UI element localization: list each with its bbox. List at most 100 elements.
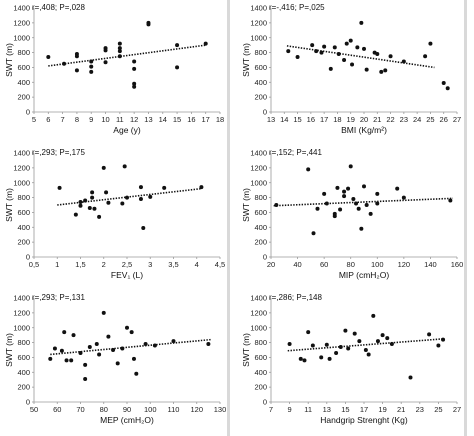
y-axis-label: SWT (m): [241, 43, 251, 77]
y-tick-label: 1400: [250, 149, 267, 158]
data-point: [408, 375, 413, 380]
data-point: [338, 345, 343, 350]
data-point: [287, 342, 292, 347]
x-tick-label: 19: [347, 115, 355, 124]
data-point: [401, 195, 406, 200]
data-point: [348, 164, 353, 169]
y-tick-label: 200: [17, 383, 30, 392]
y-tick-label: 0: [26, 253, 30, 262]
data-point: [274, 203, 279, 207]
y-tick-label: 1400: [250, 294, 267, 303]
x-tick-label: 17: [320, 115, 328, 124]
data-point: [125, 195, 129, 200]
data-point: [64, 358, 69, 363]
data-point: [362, 46, 366, 51]
data-point: [371, 313, 376, 318]
data-point: [335, 185, 340, 190]
x-tick-label: 1: [55, 260, 59, 269]
x-tick-label: 23: [416, 405, 424, 414]
x-tick-label: 25: [426, 115, 434, 124]
data-point: [83, 198, 88, 203]
x-tick-label: 60: [53, 405, 61, 414]
x-tick-label: 60: [320, 260, 328, 269]
y-axis-label: SWT (m): [241, 188, 251, 222]
data-point: [362, 184, 366, 189]
data-point: [310, 43, 315, 48]
data-point: [104, 190, 109, 195]
data-point: [356, 206, 361, 211]
x-tick-label: 23: [400, 115, 408, 124]
data-point: [428, 41, 433, 46]
data-point: [87, 205, 92, 210]
data-point: [315, 206, 320, 211]
scatter-panel-mip: 0 200 400 600 800 1000 1200 1400 20 40 60 80 100 120 1…: [237, 145, 474, 290]
data-point: [106, 334, 111, 339]
y-tick-label: 200: [254, 93, 267, 102]
data-point: [132, 81, 137, 86]
data-point: [74, 54, 79, 59]
x-tick-label: 7: [61, 115, 65, 124]
x-tick-label: 18: [216, 115, 224, 124]
x-tick-label: 40: [293, 260, 301, 269]
y-tick-label: 400: [17, 368, 30, 377]
y-tick-label: 400: [17, 223, 30, 232]
data-point: [125, 325, 129, 330]
x-tick-label: 11: [304, 405, 312, 414]
data-point: [138, 185, 143, 190]
x-tick-label: 17: [360, 405, 368, 414]
trend-line: [50, 338, 211, 356]
x-tick-label: 140: [424, 260, 437, 269]
data-point: [73, 212, 78, 217]
x-tick-label: 80: [100, 405, 108, 414]
data-point: [71, 333, 76, 338]
data-point: [117, 41, 122, 46]
data-point: [319, 50, 324, 55]
y-tick-label: 400: [17, 78, 30, 87]
data-point: [83, 376, 88, 381]
data-point: [344, 41, 349, 46]
correlation-annotation: r=-,416; P=,025: [269, 3, 325, 12]
data-point: [322, 191, 327, 196]
x-axis-label: FEV₁ (L): [111, 270, 143, 280]
x-tick-label: 24: [413, 115, 421, 124]
y-tick-label: 200: [254, 238, 267, 247]
x-tick-label: 11: [116, 115, 124, 124]
scatter-panel-mep: 0 200 400 600 800 1000 1200 1400 50 60 70 80 90 100 11…: [0, 290, 237, 436]
x-tick-label: 9: [288, 405, 292, 414]
data-point: [120, 201, 125, 206]
chart-svg: 0 200 400 600 800 1000 1200 1400 50 60 70 80 90 100 11…: [4, 290, 230, 436]
y-tick-label: 600: [254, 63, 267, 72]
data-point: [348, 38, 353, 43]
data-point: [203, 41, 208, 46]
data-point: [427, 332, 432, 337]
x-tick-label: 22: [386, 115, 394, 124]
panel-edge-shade: [227, 145, 230, 290]
x-tick-label: 80: [347, 260, 355, 269]
x-axis-label: Handgrip Strenght (Kg): [320, 415, 408, 425]
x-tick-label: 9: [89, 115, 93, 124]
x-tick-label: 15: [173, 115, 181, 124]
data-point: [375, 201, 380, 206]
data-point: [388, 54, 393, 59]
y-tick-label: 1000: [13, 323, 30, 332]
data-point: [103, 48, 108, 53]
trend-line: [57, 187, 202, 206]
data-point: [346, 346, 351, 351]
data-point: [78, 203, 83, 208]
data-point: [351, 197, 356, 202]
data-point: [87, 345, 92, 350]
data-point: [322, 44, 327, 49]
trend-line: [48, 44, 206, 67]
panel-edge-shade: [227, 0, 230, 145]
x-tick-label: 27: [453, 115, 461, 124]
x-tick-label: 20: [267, 260, 275, 269]
data-point: [89, 69, 94, 74]
data-point: [306, 167, 311, 172]
y-tick-label: 400: [254, 368, 267, 377]
x-axis-label: BMI (Kg/m²): [341, 125, 387, 135]
data-point: [117, 49, 122, 54]
trend-line: [273, 197, 454, 207]
y-tick-label: 1000: [13, 33, 30, 42]
scatter-panel-fev1: 0 200 400 600 800 1000 1200 1400 0,5 1 1,5 2 2,5 3 3,5…: [0, 145, 237, 290]
